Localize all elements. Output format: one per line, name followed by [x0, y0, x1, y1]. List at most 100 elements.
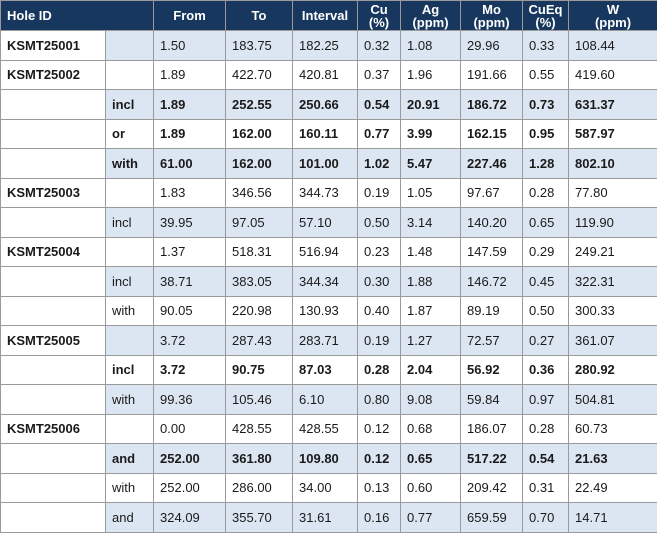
- value-cell: 56.92: [461, 355, 523, 385]
- value-cell: 147.59: [461, 237, 523, 267]
- value-cell: 162.00: [226, 149, 293, 179]
- value-cell: 0.33: [523, 31, 569, 61]
- value-cell: 361.07: [569, 326, 657, 356]
- qualifier-cell: incl: [106, 208, 154, 238]
- value-cell: 1.89: [154, 90, 226, 120]
- value-cell: 324.09: [154, 503, 226, 533]
- value-cell: 1.88: [401, 267, 461, 297]
- qualifier-cell: incl: [106, 355, 154, 385]
- value-cell: 0.73: [523, 90, 569, 120]
- value-cell: 182.25: [293, 31, 358, 61]
- value-cell: 0.95: [523, 119, 569, 149]
- value-cell: 22.49: [569, 473, 657, 503]
- value-cell: 209.42: [461, 473, 523, 503]
- value-cell: 428.55: [293, 414, 358, 444]
- value-cell: 0.12: [358, 444, 401, 474]
- value-cell: 1.96: [401, 60, 461, 90]
- column-header: W (ppm): [569, 1, 657, 31]
- value-cell: 39.95: [154, 208, 226, 238]
- value-cell: 344.34: [293, 267, 358, 297]
- value-cell: 0.65: [523, 208, 569, 238]
- value-cell: 2.04: [401, 355, 461, 385]
- value-cell: 344.73: [293, 178, 358, 208]
- value-cell: 3.14: [401, 208, 461, 238]
- hole-id-cell: [1, 473, 106, 503]
- value-cell: 0.70: [523, 503, 569, 533]
- value-cell: 97.05: [226, 208, 293, 238]
- value-cell: 57.10: [293, 208, 358, 238]
- qualifier-cell: with: [106, 473, 154, 503]
- value-cell: 283.71: [293, 326, 358, 356]
- value-cell: 1.37: [154, 237, 226, 267]
- column-header: Mo (ppm): [461, 1, 523, 31]
- value-cell: 322.31: [569, 267, 657, 297]
- column-header: Interval: [293, 1, 358, 31]
- value-cell: 105.46: [226, 385, 293, 415]
- value-cell: 60.73: [569, 414, 657, 444]
- value-cell: 587.97: [569, 119, 657, 149]
- hole-id-cell: [1, 355, 106, 385]
- value-cell: 1.50: [154, 31, 226, 61]
- qualifier-cell: incl: [106, 90, 154, 120]
- value-cell: 1.89: [154, 60, 226, 90]
- hole-id-cell: KSMT25006: [1, 414, 106, 444]
- value-cell: 0.30: [358, 267, 401, 297]
- value-cell: 0.16: [358, 503, 401, 533]
- value-cell: 101.00: [293, 149, 358, 179]
- column-header: To: [226, 1, 293, 31]
- value-cell: 61.00: [154, 149, 226, 179]
- value-cell: 0.28: [523, 178, 569, 208]
- value-cell: 383.05: [226, 267, 293, 297]
- value-cell: 419.60: [569, 60, 657, 90]
- column-header: Cu (%): [358, 1, 401, 31]
- value-cell: 420.81: [293, 60, 358, 90]
- hole-id-cell: [1, 208, 106, 238]
- value-cell: 77.80: [569, 178, 657, 208]
- value-cell: 518.31: [226, 237, 293, 267]
- value-cell: 3.72: [154, 355, 226, 385]
- value-cell: 361.80: [226, 444, 293, 474]
- hole-id-cell: [1, 385, 106, 415]
- qualifier-cell: [106, 31, 154, 61]
- value-cell: 0.32: [358, 31, 401, 61]
- qualifier-cell: [106, 326, 154, 356]
- value-cell: 659.59: [461, 503, 523, 533]
- qualifier-cell: with: [106, 296, 154, 326]
- value-cell: 280.92: [569, 355, 657, 385]
- value-cell: 504.81: [569, 385, 657, 415]
- hole-id-cell: [1, 444, 106, 474]
- value-cell: 140.20: [461, 208, 523, 238]
- hole-id-cell: KSMT25002: [1, 60, 106, 90]
- value-cell: 9.08: [401, 385, 461, 415]
- value-cell: 0.54: [523, 444, 569, 474]
- value-cell: 802.10: [569, 149, 657, 179]
- qualifier-cell: with: [106, 385, 154, 415]
- value-cell: 0.54: [358, 90, 401, 120]
- qualifier-cell: [106, 237, 154, 267]
- value-cell: 186.72: [461, 90, 523, 120]
- value-cell: 1.05: [401, 178, 461, 208]
- value-cell: 0.65: [401, 444, 461, 474]
- hole-id-cell: KSMT25001: [1, 31, 106, 61]
- hole-id-cell: [1, 90, 106, 120]
- value-cell: 1.28: [523, 149, 569, 179]
- column-header: Ag (ppm): [401, 1, 461, 31]
- value-cell: 428.55: [226, 414, 293, 444]
- value-cell: 29.96: [461, 31, 523, 61]
- qualifier-cell: and: [106, 444, 154, 474]
- value-cell: 160.11: [293, 119, 358, 149]
- hole-id-cell: [1, 267, 106, 297]
